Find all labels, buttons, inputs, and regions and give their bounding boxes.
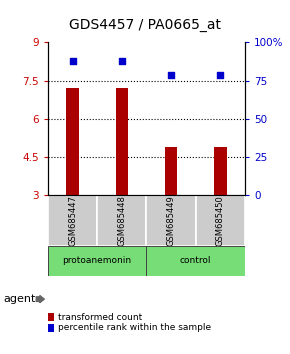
Point (169, 72, 173, 78)
Bar (48, 246, 146, 276)
Bar (116, 88, 128, 195)
Bar (196, 195, 245, 246)
Bar (165, 147, 177, 195)
Bar (97, 195, 146, 246)
Text: protoanemonin: protoanemonin (63, 256, 132, 265)
Point (119, 58, 124, 64)
Point (70, 58, 75, 64)
Bar (146, 246, 245, 276)
Text: percentile rank within the sample: percentile rank within the sample (58, 323, 211, 332)
Text: GSM685450: GSM685450 (216, 195, 225, 246)
Text: GSM685447: GSM685447 (68, 195, 77, 246)
Text: control: control (180, 256, 211, 265)
Bar (48, 195, 97, 246)
Bar (66, 88, 79, 195)
Text: transformed count: transformed count (58, 313, 142, 322)
Text: agent: agent (3, 294, 35, 304)
Text: GDS4457 / PA0665_at: GDS4457 / PA0665_at (69, 18, 221, 32)
Text: GSM685448: GSM685448 (117, 195, 126, 246)
Bar (146, 195, 196, 246)
Text: GSM685449: GSM685449 (166, 195, 176, 246)
Point (218, 72, 223, 78)
Bar (214, 147, 226, 195)
